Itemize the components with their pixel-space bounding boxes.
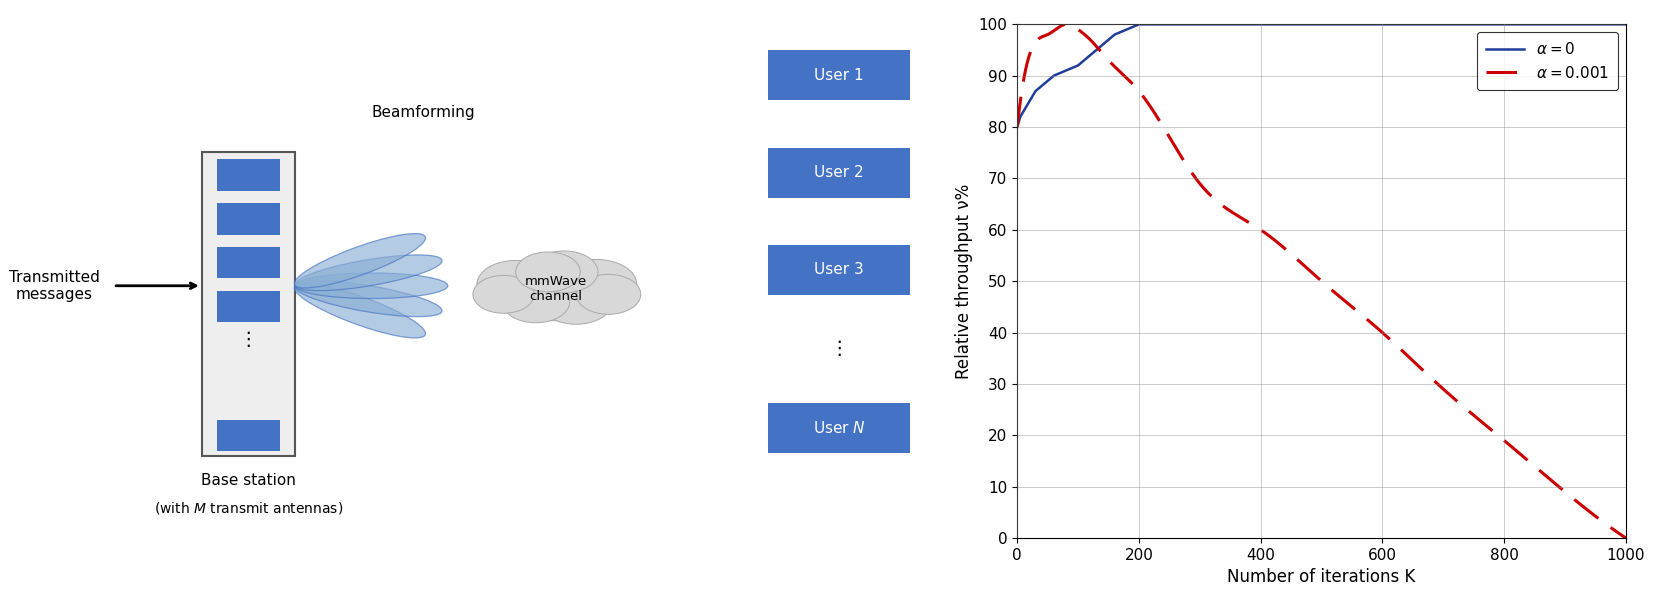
$\alpha = 0.001$ [1303, 271, 1323, 278]
Circle shape [576, 274, 640, 314]
Line: $\alpha = 0.001$: $\alpha = 0.001$ [1017, 24, 1626, 538]
Text: ⋮: ⋮ [829, 339, 849, 359]
Bar [217, 203, 281, 235]
$\alpha = 0$ [1130, 21, 1150, 28]
$\alpha = 0.001$ [1039, 30, 1059, 38]
Ellipse shape [294, 255, 442, 291]
Ellipse shape [296, 273, 448, 299]
Text: Transmitted
messages: Transmitted messages [8, 269, 99, 302]
Circle shape [539, 279, 612, 324]
$\alpha = 0.001$ [1616, 534, 1636, 542]
$\alpha = 0$ [1039, 77, 1059, 84]
Ellipse shape [294, 283, 425, 338]
Line: $\alpha = 0$: $\alpha = 0$ [1017, 24, 1626, 127]
Bar [767, 403, 910, 453]
$\alpha = 0.001$ [1599, 522, 1619, 530]
$\alpha = 0$ [1287, 21, 1307, 28]
$\alpha = 0$ [1303, 21, 1323, 28]
Legend: $\alpha = 0$, $\alpha = 0.001$: $\alpha = 0$, $\alpha = 0.001$ [1477, 32, 1618, 90]
Bar [217, 420, 281, 451]
Bar [767, 148, 910, 198]
Text: User 1: User 1 [814, 68, 863, 83]
Text: User $N$: User $N$ [812, 420, 865, 436]
Text: User 2: User 2 [814, 165, 863, 180]
$\alpha = 0$ [1616, 21, 1636, 28]
Bar [217, 247, 281, 278]
Circle shape [509, 263, 602, 321]
Circle shape [556, 260, 637, 309]
Bar [217, 291, 281, 322]
$\alpha = 0.001$ [1055, 21, 1075, 28]
Text: Beamforming: Beamforming [372, 105, 475, 120]
$\alpha = 0.001$ [1287, 256, 1307, 263]
Y-axis label: Relative throughput ν%: Relative throughput ν% [954, 184, 973, 379]
$\alpha = 0.001$ [1007, 123, 1027, 131]
Ellipse shape [294, 233, 425, 288]
Bar [767, 50, 910, 100]
Ellipse shape [294, 281, 442, 317]
Circle shape [531, 251, 599, 293]
Text: User 3: User 3 [814, 263, 863, 277]
Circle shape [476, 260, 554, 308]
$\alpha = 0$ [1599, 21, 1619, 28]
$\alpha = 0$ [1487, 21, 1507, 28]
Text: mmWave
channel: mmWave channel [524, 275, 587, 303]
Text: (with $M$ transmit antennas): (with $M$ transmit antennas) [154, 500, 342, 516]
Circle shape [501, 281, 569, 323]
X-axis label: Number of iterations K: Number of iterations K [1227, 568, 1416, 586]
Text: ⋮: ⋮ [238, 330, 258, 349]
Circle shape [473, 275, 534, 313]
Bar [202, 152, 296, 456]
Bar [217, 159, 281, 191]
$\alpha = 0.001$ [1487, 430, 1507, 438]
Text: Base station: Base station [202, 473, 296, 488]
$\alpha = 0.001$ [1598, 522, 1618, 530]
Bar [767, 245, 910, 295]
$\alpha = 0$ [1598, 21, 1618, 28]
Circle shape [516, 252, 581, 292]
$\alpha = 0$ [1007, 123, 1027, 131]
